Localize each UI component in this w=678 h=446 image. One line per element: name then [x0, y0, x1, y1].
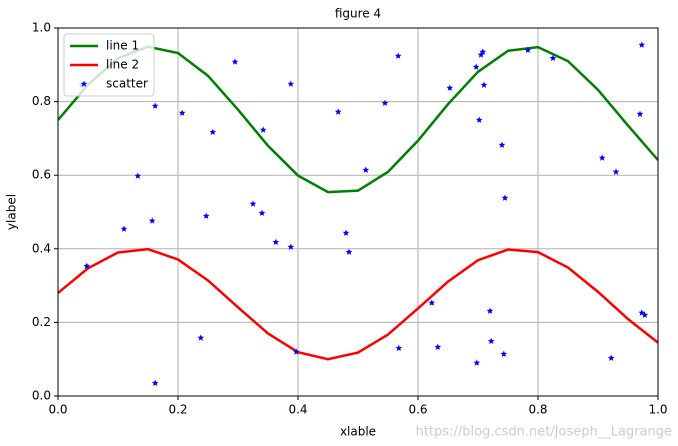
scatter-point — [202, 212, 210, 219]
scatter-point — [498, 141, 506, 148]
x-axis-label: xlable — [340, 425, 376, 439]
scatter-point — [598, 154, 606, 161]
scatter-point — [381, 99, 389, 106]
scatter-point — [362, 166, 370, 173]
plot-frame — [57, 27, 659, 397]
legend-label: line 2 — [106, 58, 139, 72]
y-tick-label: 0.0 — [32, 389, 51, 403]
scatter-point — [287, 80, 295, 87]
scatter-point — [287, 243, 295, 250]
scatter-point — [178, 109, 186, 116]
scatter-point — [272, 238, 280, 245]
scatter-point — [151, 102, 159, 109]
scatter-point — [486, 307, 494, 314]
scatter-point — [394, 52, 402, 59]
scatter-point — [258, 209, 266, 216]
scatter-point — [342, 229, 350, 236]
y-axis-label: ylabel — [5, 194, 19, 230]
scatter-point — [428, 299, 436, 306]
scatter-point — [292, 348, 300, 355]
scatter-point — [636, 110, 644, 117]
y-tick-label: 1.0 — [32, 21, 51, 35]
scatter-point — [612, 168, 620, 175]
scatter-point — [148, 217, 156, 224]
scatter-point — [501, 194, 509, 201]
legend-label: line 1 — [106, 39, 139, 53]
x-tick-label: 0.4 — [288, 403, 307, 417]
chart-title: figure 4 — [335, 7, 381, 21]
legend-label: scatter — [106, 77, 148, 91]
y-tick-label: 0.2 — [32, 315, 51, 329]
scatter-point — [638, 41, 646, 48]
watermark: https://blog.csdn.net/Joseph__Lagrange — [416, 425, 672, 440]
scatter-point — [487, 337, 495, 344]
scatter-point — [500, 350, 508, 357]
x-tick-label: 0.8 — [528, 403, 547, 417]
scatter-point — [134, 172, 142, 179]
scatter-point — [434, 343, 442, 350]
scatter-point — [641, 311, 649, 318]
scatter-point — [473, 359, 481, 366]
y-tick-label: 0.8 — [32, 94, 51, 108]
scatter-point — [249, 200, 257, 207]
x-tick-label: 1.0 — [648, 403, 667, 417]
scatter-point — [395, 344, 403, 351]
x-tick-label: 0.2 — [168, 403, 187, 417]
scatter-point — [475, 116, 483, 123]
scatter-point — [446, 84, 454, 91]
scatter-point — [472, 63, 480, 70]
y-tick-label: 0.4 — [32, 241, 51, 255]
scatter-point — [151, 379, 159, 386]
scatter-point — [524, 46, 532, 53]
scatter-point — [334, 108, 342, 115]
scatter-point — [480, 81, 488, 88]
line — [58, 247, 658, 361]
x-tick-label: 0.6 — [408, 403, 427, 417]
scatter-point — [479, 48, 487, 55]
scatter-point — [209, 128, 217, 135]
scatter-point — [231, 58, 239, 65]
legend-swatch — [80, 80, 88, 87]
x-tick-label: 0.0 — [48, 403, 67, 417]
y-tick-label: 0.6 — [32, 168, 51, 182]
scatter-point — [83, 262, 91, 269]
scatter-point — [197, 334, 205, 341]
line — [58, 45, 658, 194]
scatter-point — [120, 225, 128, 232]
scatter-point — [549, 54, 557, 61]
legend-box — [63, 33, 155, 97]
scatter-point — [259, 126, 267, 133]
scatter-point — [607, 354, 615, 361]
scatter-point — [345, 248, 353, 255]
